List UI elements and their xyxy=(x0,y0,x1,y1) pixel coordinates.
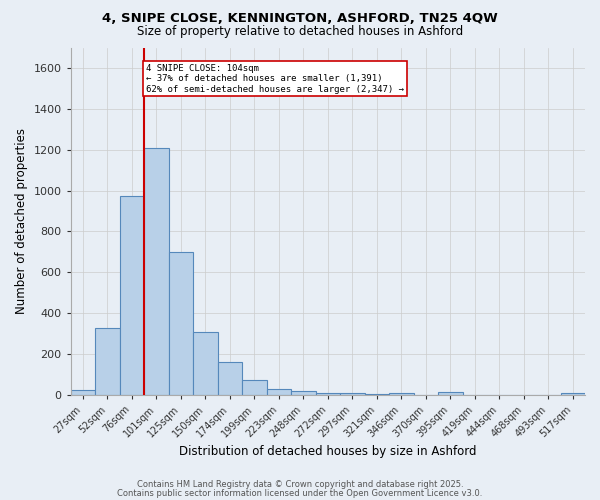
Text: Contains public sector information licensed under the Open Government Licence v3: Contains public sector information licen… xyxy=(118,488,482,498)
Bar xyxy=(242,380,266,395)
Bar xyxy=(218,362,242,395)
Y-axis label: Number of detached properties: Number of detached properties xyxy=(15,128,28,314)
Bar xyxy=(95,328,119,395)
Bar xyxy=(389,393,413,395)
Bar xyxy=(144,148,169,395)
Bar xyxy=(266,389,291,395)
Bar xyxy=(169,252,193,395)
Bar xyxy=(193,332,218,395)
Text: 4, SNIPE CLOSE, KENNINGTON, ASHFORD, TN25 4QW: 4, SNIPE CLOSE, KENNINGTON, ASHFORD, TN2… xyxy=(102,12,498,26)
Bar xyxy=(316,393,340,395)
Bar xyxy=(340,394,365,395)
Bar xyxy=(365,394,389,395)
X-axis label: Distribution of detached houses by size in Ashford: Distribution of detached houses by size … xyxy=(179,444,476,458)
Text: 4 SNIPE CLOSE: 104sqm
← 37% of detached houses are smaller (1,391)
62% of semi-d: 4 SNIPE CLOSE: 104sqm ← 37% of detached … xyxy=(146,64,404,94)
Text: Contains HM Land Registry data © Crown copyright and database right 2025.: Contains HM Land Registry data © Crown c… xyxy=(137,480,463,489)
Bar xyxy=(291,391,316,395)
Text: Size of property relative to detached houses in Ashford: Size of property relative to detached ho… xyxy=(137,25,463,38)
Bar xyxy=(560,393,585,395)
Bar xyxy=(119,196,144,395)
Bar xyxy=(71,390,95,395)
Bar xyxy=(438,392,463,395)
